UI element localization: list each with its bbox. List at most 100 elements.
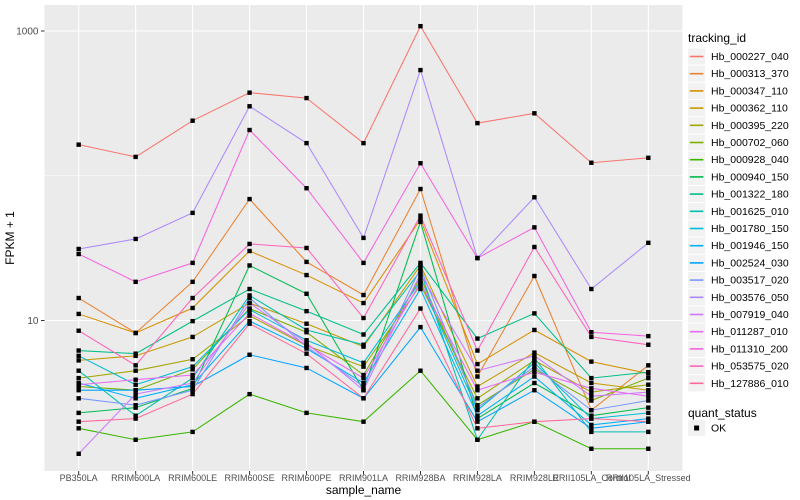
x-tick-label: RRIM600PE xyxy=(282,473,332,483)
legend-key-square-marker xyxy=(694,425,700,431)
data-point xyxy=(361,235,366,241)
data-point xyxy=(532,360,537,366)
data-point xyxy=(361,140,366,146)
legend-label: Hb_011287_010 xyxy=(711,326,788,338)
data-point xyxy=(418,275,423,280)
legend-label: Hb_000702_060 xyxy=(711,137,789,149)
data-point xyxy=(304,140,309,146)
legend-label: Hb_007919_040 xyxy=(711,309,789,321)
data-point xyxy=(532,311,537,316)
data-point xyxy=(475,402,480,408)
data-point xyxy=(418,368,423,373)
data-point xyxy=(646,429,651,435)
data-point xyxy=(76,142,81,147)
data-point xyxy=(247,293,252,298)
data-point xyxy=(190,387,195,393)
data-point xyxy=(646,419,651,424)
data-point xyxy=(304,338,309,343)
data-point xyxy=(190,334,195,340)
x-tick-label: RRIM600LE xyxy=(168,473,217,483)
data-point xyxy=(589,413,594,418)
data-point xyxy=(361,364,366,369)
data-point xyxy=(475,426,480,431)
data-point xyxy=(646,389,651,395)
data-point xyxy=(133,402,138,408)
data-point xyxy=(646,375,651,381)
data-point xyxy=(76,246,81,252)
data-point xyxy=(133,377,138,382)
data-point xyxy=(247,307,252,312)
data-point xyxy=(361,387,366,393)
data-point xyxy=(418,161,423,166)
data-point xyxy=(475,336,480,341)
data-point xyxy=(304,95,309,101)
data-point xyxy=(532,419,537,424)
data-point xyxy=(190,380,195,386)
data-point xyxy=(646,240,651,246)
data-point xyxy=(361,419,366,424)
data-point xyxy=(532,387,537,393)
data-point xyxy=(418,23,423,29)
data-point xyxy=(361,315,366,321)
data-point xyxy=(247,196,252,202)
legend-label: Hb_001322_180 xyxy=(711,189,789,201)
data-point xyxy=(532,327,537,333)
data-point xyxy=(247,318,252,324)
data-point xyxy=(418,260,423,266)
data-point xyxy=(418,268,423,274)
axis-layer: PB350LA RRIM600LA RRIM600LE RRIM600SE RRIM60… xyxy=(16,27,690,484)
data-point xyxy=(361,375,366,381)
data-point xyxy=(190,364,195,369)
data-point xyxy=(133,396,138,401)
data-point xyxy=(589,334,594,340)
data-point xyxy=(589,426,594,431)
data-point xyxy=(76,348,81,353)
data-point xyxy=(418,286,423,292)
data-point xyxy=(76,451,81,456)
data-point xyxy=(475,437,480,442)
data-point xyxy=(133,413,138,418)
legend-title-tracking-id: tracking_id xyxy=(688,31,746,45)
legend-label: Hb_000928_040 xyxy=(711,154,789,166)
legend-title-quant-status: quant_status xyxy=(688,406,757,420)
data-point xyxy=(304,186,309,191)
data-point xyxy=(532,367,537,372)
data-point xyxy=(247,241,252,247)
data-point xyxy=(646,446,651,451)
data-point xyxy=(247,104,252,109)
data-point xyxy=(304,330,309,335)
data-point xyxy=(475,413,480,418)
data-point xyxy=(475,374,480,379)
data-point xyxy=(418,67,423,73)
data-point xyxy=(646,393,651,399)
data-point xyxy=(76,410,81,416)
data-point xyxy=(76,328,81,333)
y-tick-label: 1000 xyxy=(16,27,39,38)
data-point xyxy=(418,186,423,192)
data-point xyxy=(589,398,594,403)
data-point xyxy=(646,410,651,416)
data-point xyxy=(133,154,138,160)
data-point xyxy=(76,295,81,301)
data-point xyxy=(247,321,252,326)
data-point xyxy=(532,364,537,369)
data-point xyxy=(418,265,423,271)
data-point xyxy=(76,382,81,387)
data-point xyxy=(361,360,366,366)
data-point xyxy=(76,251,81,257)
legend-label: Hb_000940_150 xyxy=(711,171,789,183)
data-point xyxy=(361,292,366,298)
data-point xyxy=(304,410,309,416)
data-point xyxy=(247,300,252,306)
data-point xyxy=(76,419,81,424)
data-point xyxy=(475,387,480,393)
data-point xyxy=(247,352,252,357)
data-point xyxy=(589,422,594,428)
data-point xyxy=(418,219,423,225)
data-point xyxy=(133,387,138,393)
legend-label: Hb_003576_050 xyxy=(711,292,789,304)
x-axis-title: sample_name xyxy=(326,483,402,497)
y-axis-title: FPKM + 1 xyxy=(3,211,17,265)
data-point xyxy=(304,365,309,371)
